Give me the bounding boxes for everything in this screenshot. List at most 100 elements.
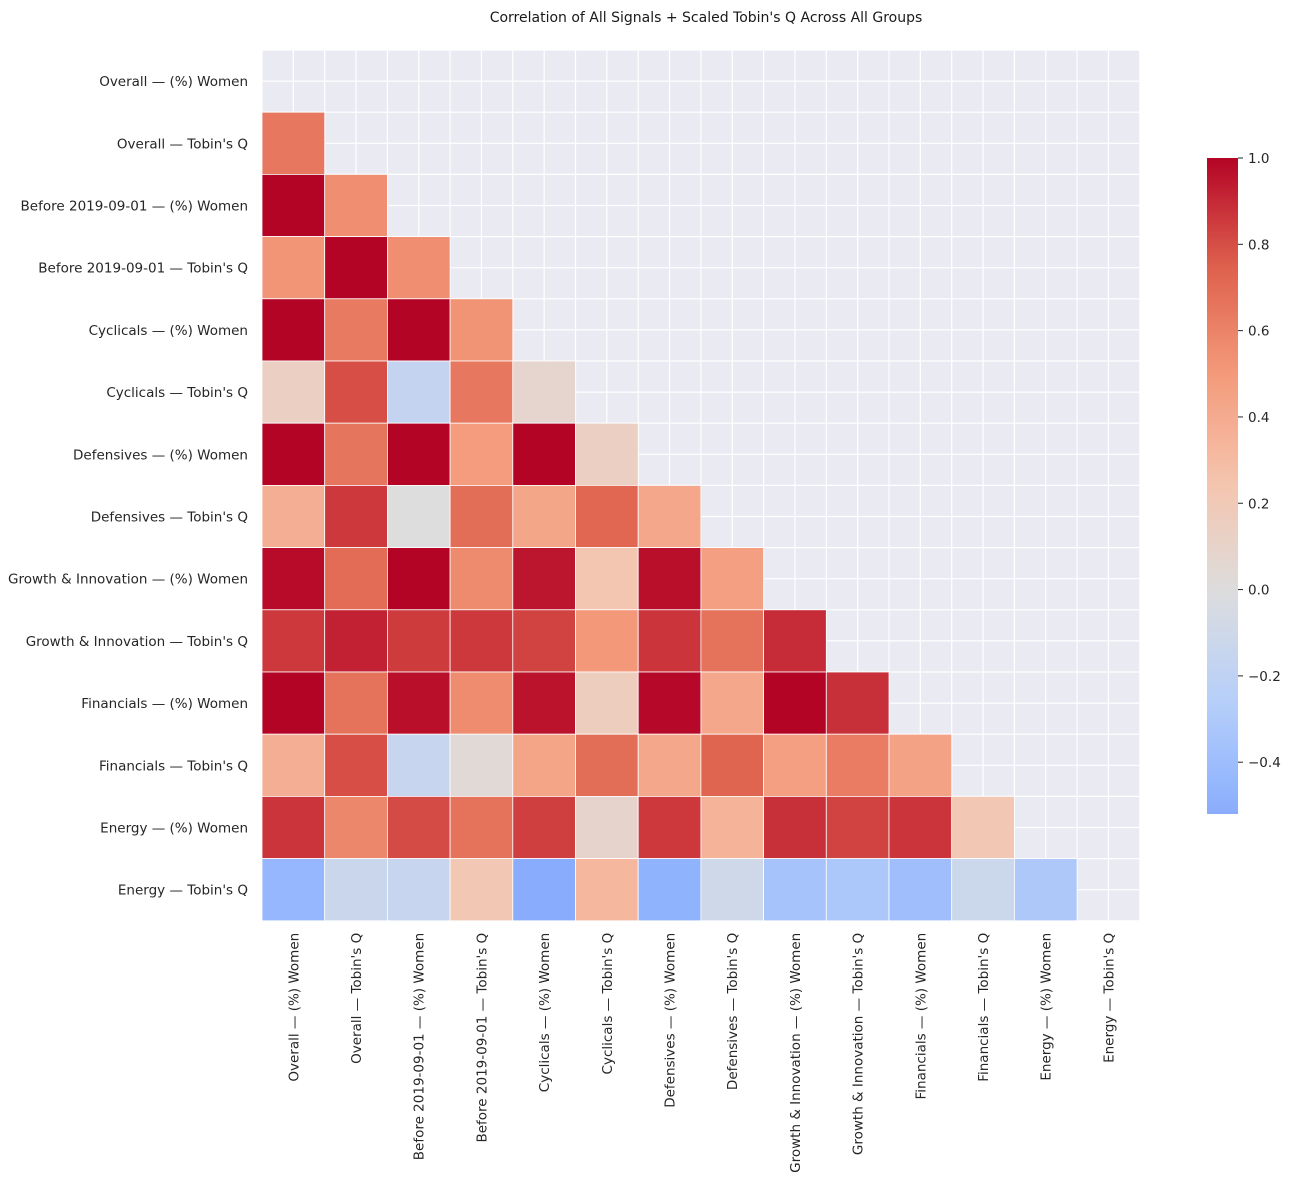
heatmap-cell [449,547,514,611]
heatmap-cell [512,484,576,548]
x-tick-label: Cyclicals — (%) Women [537,933,553,1092]
heatmap-cell [386,796,451,860]
heatmap-cell [637,609,702,673]
heatmap-cell [386,609,451,673]
heatmap-cell [261,609,326,673]
colorbar-tick-label: 1.0 [1248,151,1269,167]
heatmap-cell [449,298,514,362]
x-tick-label: Financials — Tobin's Q [976,933,992,1082]
heatmap-cell [700,733,765,797]
heatmap-cell [637,671,702,735]
heatmap-cell [386,858,451,922]
heatmap-cell [261,360,326,424]
colorbar-tick-label: 0.4 [1248,410,1269,426]
y-tick-label: Overall — (%) Women [99,74,248,90]
heatmap-cell [324,609,388,673]
heatmap-cell [324,547,388,611]
heatmap-cell [261,796,326,860]
heatmap-cell [386,298,451,362]
heatmap-cell [512,422,576,486]
heatmap-cell [575,858,639,922]
heatmap-cell [575,484,639,548]
heatmap-cell [512,796,576,860]
heatmap-cell [261,422,326,486]
heatmap-cell [324,858,388,922]
heatmap-cell [449,360,514,424]
x-axis-tick-labels: Overall — (%) Women Overall — Tobin's Q Be… [286,933,1117,1173]
y-tick-label: Energy — (%) Women [100,821,248,837]
heatmap-cell [700,547,765,611]
x-tick-label: Growth & Innovation — (%) Women [788,933,804,1173]
heatmap-cell [324,796,388,860]
heatmap-cell [261,298,326,362]
heatmap-cell [825,858,890,922]
x-tick-label: Growth & Innovation — Tobin's Q [851,933,867,1155]
y-tick-label: Defensives — (%) Women [73,447,248,463]
colorbar-tick-label: 0.8 [1248,237,1269,253]
y-tick-label: Growth & Innovation — Tobin's Q [26,634,248,650]
heatmap-cell [261,484,326,548]
heatmap-cell [386,360,451,424]
x-tick-label: Defensives — Tobin's Q [725,933,741,1090]
x-tick-label: Financials — (%) Women [913,933,929,1100]
colorbar-tick-label: −0.4 [1248,755,1281,771]
heatmap-cell [1014,858,1078,922]
heatmap-cell [512,547,576,611]
heatmap-cell [825,796,890,860]
y-tick-label: Overall — Tobin's Q [117,136,248,152]
colorbar: 1.0 0.8 0.6 0.4 0.2 0.0 −0.2 −0.4 [1207,151,1281,814]
heatmap-cell [575,547,639,611]
heatmap-cell [449,422,514,486]
colorbar-tick-label: −0.2 [1248,669,1281,685]
heatmap-cell [324,173,388,237]
heatmap-cell [386,484,451,548]
heatmap-cell [637,484,702,548]
heatmap-cell [324,484,388,548]
heatmap-cell [763,733,827,797]
heatmap-cell [324,298,388,362]
chart-title: Correlation of All Signals + Scaled Tobi… [490,10,923,26]
y-tick-label: Cyclicals — Tobin's Q [106,385,248,401]
heatmap-cell [261,547,326,611]
heatmap-cell [449,671,514,735]
y-tick-label: Cyclicals — (%) Women [89,323,248,339]
y-axis-tick-labels: Overall — (%) Women Overall — Tobin's Q Be… [8,74,248,899]
y-tick-label: Defensives — Tobin's Q [91,510,248,526]
heatmap-cell [324,236,388,300]
heatmap-cell [575,671,639,735]
y-tick-label: Before 2019-09-01 — (%) Women [21,199,248,215]
y-tick-label: Growth & Innovation — (%) Women [8,572,248,588]
heatmap-cell [888,858,953,922]
heatmap-cell [324,671,388,735]
y-tick-label: Financials — Tobin's Q [99,758,248,774]
heatmap-cell [512,733,576,797]
y-tick-label: Before 2019-09-01 — Tobin's Q [38,261,248,277]
heatmap-cell [888,733,953,797]
colorbar-tick-label: 0.2 [1248,496,1269,512]
colorbar-tick-label: 0.0 [1248,583,1269,599]
y-tick-label: Energy — Tobin's Q [118,883,248,899]
heatmap-cell [261,858,326,922]
x-tick-label: Energy — (%) Women [1039,933,1055,1081]
heatmap-cell [386,236,451,300]
heatmap-cell [575,422,639,486]
heatmap-cell [575,796,639,860]
colorbar-tick-label: 0.6 [1248,324,1269,340]
heatmap-cell [449,484,514,548]
colorbar-gradient [1207,158,1238,814]
heatmap-cell [825,671,890,735]
heatmap-cell [512,671,576,735]
heatmap-cell [386,547,451,611]
heatmap-cell [637,733,702,797]
heatmap-cell [637,858,702,922]
heatmap-cell [700,796,765,860]
heatmap-cell [449,796,514,860]
heatmap-cell [261,671,326,735]
heatmap-cell [261,173,326,237]
heatmap-cell [700,671,765,735]
heatmap-cell [512,609,576,673]
heatmap-cell [512,360,576,424]
heatmap-cell [888,796,953,860]
heatmap-cell [700,609,765,673]
heatmap-cell [261,733,326,797]
